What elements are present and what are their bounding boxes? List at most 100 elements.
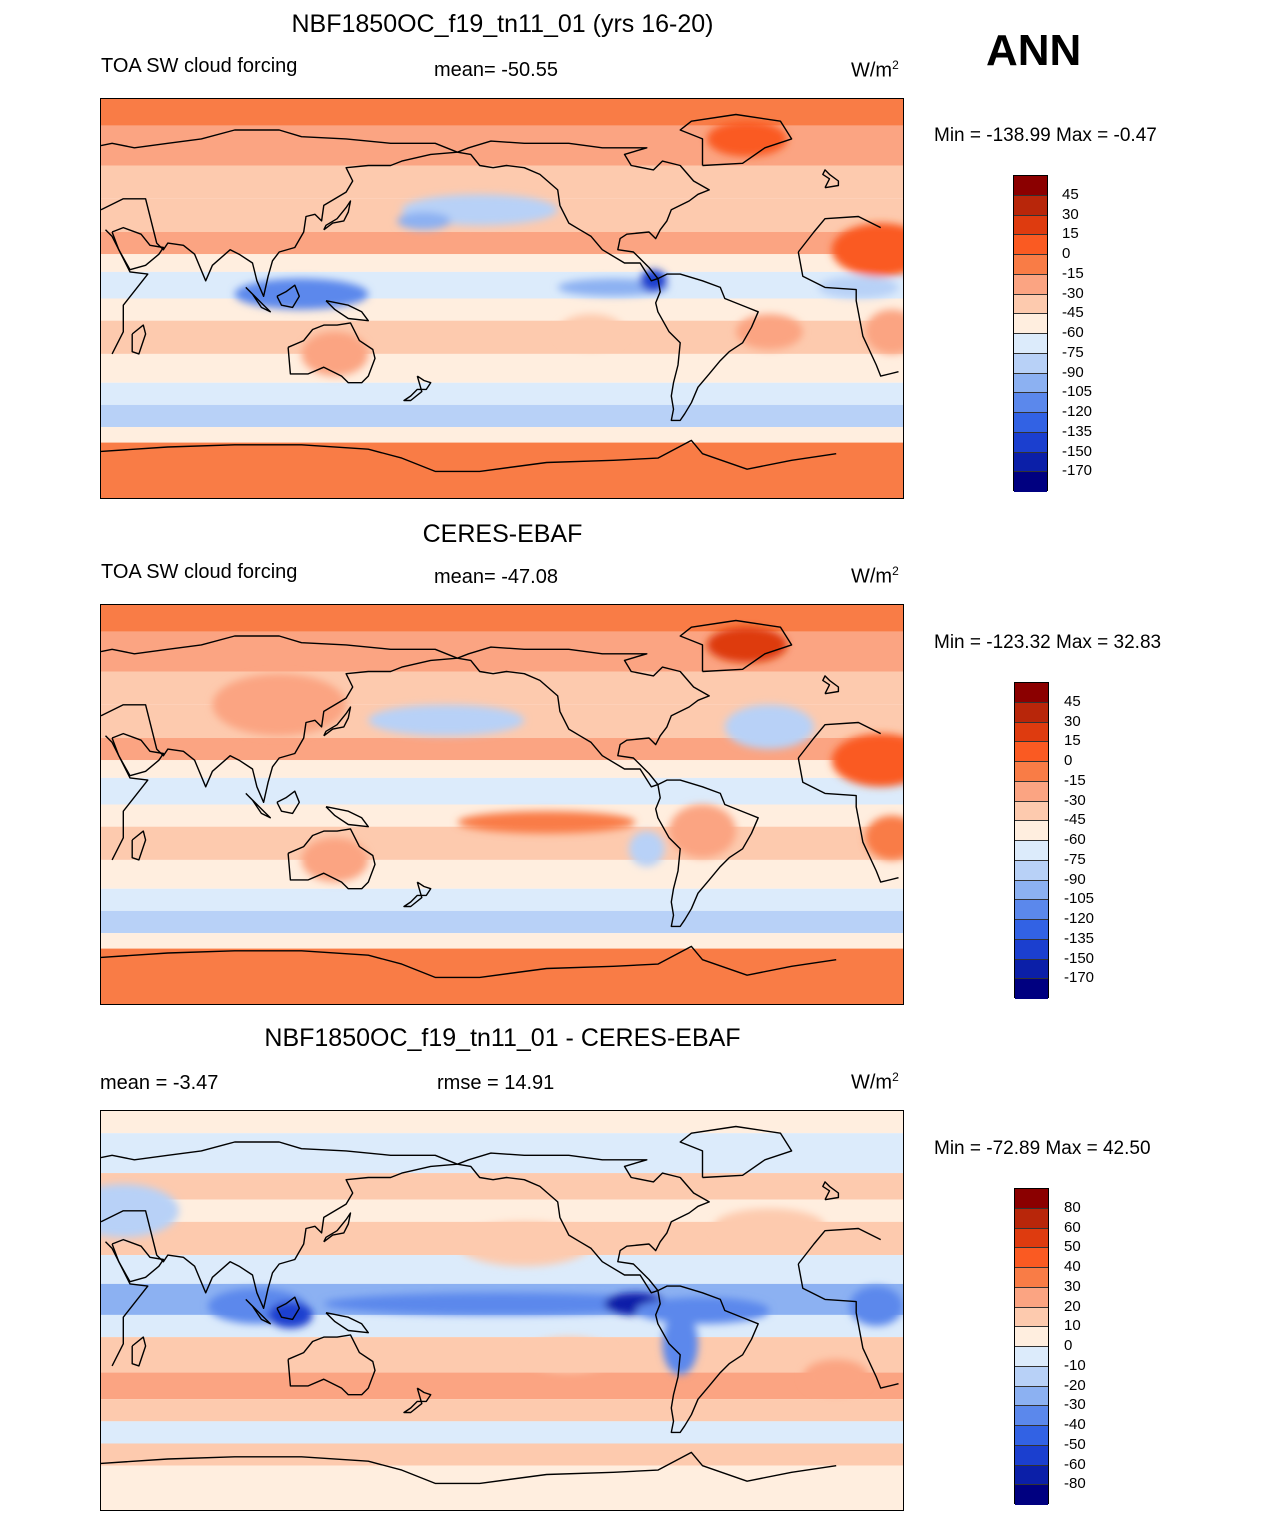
colorbar-tick-label: -150 [1064, 949, 1095, 967]
field-anomaly [831, 223, 903, 277]
colorbar-swatch [1015, 722, 1048, 743]
colorbar-swatch [1015, 801, 1048, 822]
coastline [287, 828, 376, 890]
coastline [655, 1285, 759, 1434]
colorbar-swatch [1015, 939, 1048, 960]
colorbar-swatch [1015, 880, 1048, 901]
field-band [101, 1465, 903, 1510]
field-band [101, 777, 903, 805]
coastline [679, 113, 793, 167]
field-anomaly [301, 331, 369, 377]
panel-2-map [100, 604, 904, 1005]
panel-2-units: W/m2 [851, 564, 899, 588]
colorbar-swatch [1014, 255, 1047, 275]
colorbar-tick-label: -90 [1062, 363, 1084, 381]
coastline [245, 286, 271, 313]
coastline [323, 706, 352, 737]
field-anomaly [457, 1221, 592, 1267]
colorbar-tick-label: 30 [1064, 712, 1081, 730]
field-anomaly [713, 1208, 826, 1244]
colorbar-tick-label: -90 [1064, 870, 1086, 888]
coastline [403, 375, 432, 402]
colorbar-swatch [1014, 353, 1047, 374]
coastline [105, 721, 899, 883]
coastline [245, 792, 271, 819]
field-anomaly [268, 1301, 313, 1329]
colorbar-swatch [1014, 176, 1047, 196]
field-anomaly [635, 1297, 770, 1324]
colorbar-tick-label: 45 [1064, 692, 1081, 710]
colorbar-swatch [1014, 452, 1047, 473]
panel-3-units: W/m2 [851, 1070, 899, 1094]
colorbar-swatch [1015, 781, 1048, 802]
colorbar-tick-label: 60 [1064, 1218, 1081, 1236]
colorbar-swatch [1015, 1208, 1048, 1229]
colorbar-swatch [1015, 841, 1048, 861]
colorbar-tick-label: 10 [1064, 1317, 1081, 1335]
field-anomaly [849, 1286, 903, 1327]
colorbar-tick-label: -135 [1064, 929, 1095, 947]
colorbar-tick-label: 20 [1064, 1297, 1081, 1315]
colorbar-tick-label: -10 [1064, 1356, 1086, 1374]
panel-1-colorbar [1013, 175, 1048, 492]
field-anomaly [818, 276, 899, 299]
coastline [822, 1181, 840, 1201]
panel-1-minmax: Min = -138.99 Max = -0.47 [934, 125, 1157, 146]
panel-3-colorbar [1014, 1188, 1049, 1505]
coastline [457, 140, 710, 282]
colorbar-swatch [1015, 821, 1048, 841]
field-band [101, 888, 903, 911]
field-band [101, 760, 903, 778]
field-anomaly [706, 121, 788, 157]
field-anomaly [628, 831, 665, 867]
colorbar-tick-label: -75 [1062, 343, 1084, 361]
colorbar-swatch [1015, 1268, 1048, 1288]
field-anomaly [669, 804, 736, 858]
colorbar-swatch [1015, 1426, 1048, 1446]
panel-1-variable-label: TOA SW cloud forcing [101, 55, 298, 77]
field-band [101, 738, 903, 761]
panel-3-minmax: Min = -72.89 Max = 42.50 [934, 1138, 1151, 1159]
colorbar-tick-label: 15 [1064, 732, 1081, 750]
field-anomaly [662, 1312, 699, 1375]
field-anomaly [524, 1337, 614, 1373]
colorbar-tick-label: -60 [1064, 1455, 1086, 1473]
coastline [822, 169, 840, 189]
coastline [105, 215, 899, 377]
colorbar-tick-label: -120 [1062, 403, 1093, 420]
colorbar-swatch [1015, 1347, 1048, 1367]
panel-3-mean-label: mean = -3.47 [100, 1072, 219, 1094]
field-band [101, 1399, 903, 1422]
field-anomaly [557, 314, 625, 350]
field-band [101, 1314, 903, 1338]
panel-2-colorbar [1014, 682, 1049, 999]
colorbar-tick-label: -45 [1062, 304, 1084, 322]
field-band [101, 1173, 903, 1200]
field-anomaly [457, 811, 636, 834]
colorbar-swatch [1015, 979, 1048, 999]
coastline [245, 1298, 271, 1325]
colorbar-swatch [1014, 274, 1047, 295]
colorbar-swatch [1015, 900, 1048, 920]
field-band [101, 165, 903, 199]
colorbar-tick-label: -50 [1064, 1435, 1086, 1453]
colorbar-tick-label: -80 [1064, 1475, 1086, 1493]
field-band [101, 99, 903, 126]
coastline [131, 324, 147, 355]
coastline [822, 675, 840, 695]
coastline [111, 732, 165, 777]
coastline [287, 322, 376, 384]
field-anomaly [802, 1359, 870, 1395]
coastline [325, 300, 369, 322]
colorbar-tick-label: 50 [1064, 1238, 1081, 1256]
field-anomaly [865, 815, 903, 860]
field-anomaly [735, 314, 803, 350]
panel-1-mean-label: mean= -50.55 [434, 59, 558, 81]
colorbar-swatch [1015, 1366, 1048, 1387]
coastline [111, 1238, 165, 1283]
field-band [101, 1111, 903, 1134]
colorbar-swatch [1014, 294, 1047, 315]
field-band [101, 1421, 903, 1444]
colorbar-swatch [1015, 1189, 1048, 1209]
colorbar-swatch [1014, 472, 1047, 492]
